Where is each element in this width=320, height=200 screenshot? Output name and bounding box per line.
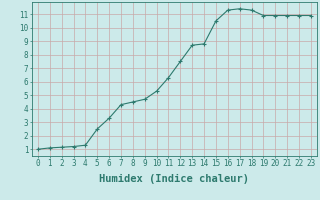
X-axis label: Humidex (Indice chaleur): Humidex (Indice chaleur) [100, 174, 249, 184]
